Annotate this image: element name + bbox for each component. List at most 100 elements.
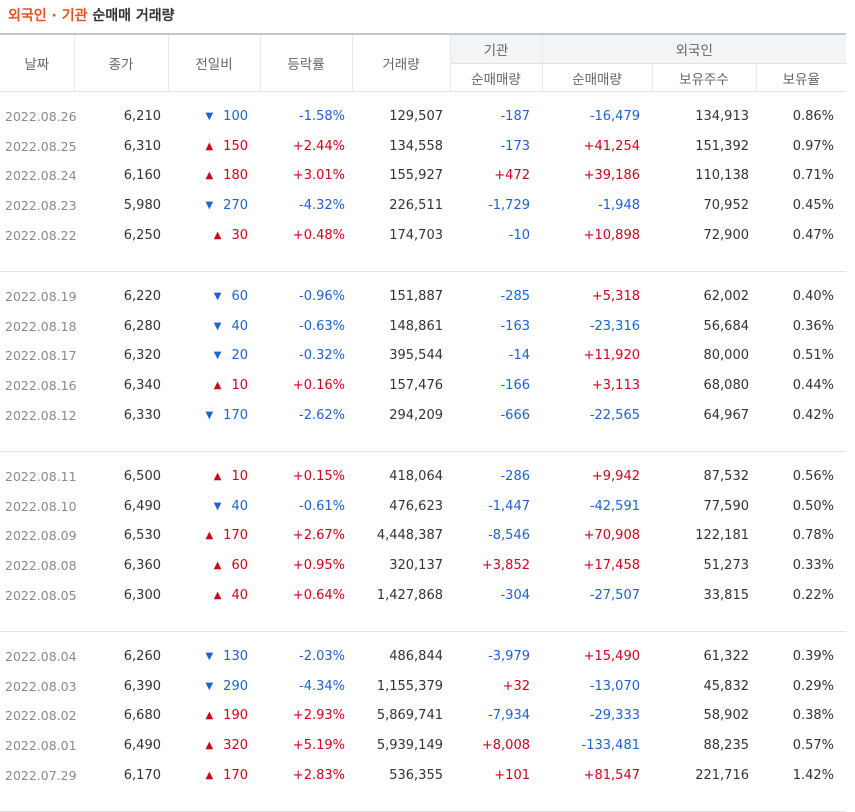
table-row: 2022.08.10 6,490 ▼ 40 -0.61% 476,623 -1,447 -42… [0, 492, 846, 522]
arrow-up-icon: ▲ [213, 380, 222, 392]
table-row: 2022.08.08 6,360 ▲ 60 +0.95% 320,137 +3,852 +17… [0, 551, 846, 581]
row-date: 2022.08.02 [5, 708, 77, 724]
row-rate: +5.19% [292, 737, 345, 753]
table-row: 2022.08.19 6,220 ▼ 60 -0.96% 151,887 -285 +5,31… [0, 282, 846, 312]
row-close: 6,340 [123, 378, 161, 394]
row-change: ▲ 40 [168, 580, 260, 610]
row-foreign-holding: 58,902 [703, 708, 750, 724]
row-volume: 395,544 [389, 348, 443, 364]
row-date: 2022.08.03 [5, 678, 77, 694]
row-institution-net: -10 [508, 227, 530, 243]
row-rate: -0.96% [299, 289, 345, 305]
arrow-down-icon: ▼ [205, 409, 214, 421]
row-rate: -2.03% [299, 649, 345, 665]
title-separator: · [46, 8, 62, 24]
row-change-value: 170 [223, 767, 248, 783]
row-foreign-holding: 80,000 [703, 348, 750, 364]
row-date: 2022.08.19 [5, 289, 77, 305]
row-foreign-ratio: 0.47% [792, 227, 835, 243]
row-rate: +0.95% [292, 558, 345, 574]
row-change: ▲ 170 [168, 521, 260, 551]
row-volume: 129,507 [389, 109, 443, 125]
row-foreign-net: -1,948 [598, 198, 640, 214]
row-close: 6,170 [123, 767, 161, 783]
arrow-up-icon: ▲ [205, 739, 214, 751]
row-date: 2022.08.16 [5, 378, 77, 394]
row-foreign-ratio: 0.33% [792, 558, 835, 574]
row-close: 6,160 [123, 168, 161, 184]
table-row: 2022.08.22 6,250 ▲ 30 +0.48% 174,703 -10 +10,89… [0, 220, 846, 250]
header-volume: 거래량 [352, 33, 451, 92]
row-foreign-net: +39,186 [583, 168, 640, 184]
row-volume: 148,861 [389, 318, 443, 334]
row-change: ▼ 100 [168, 102, 260, 132]
row-change-value: 270 [223, 198, 248, 214]
row-volume: 155,927 [389, 168, 443, 184]
row-change: ▲ 190 [168, 701, 260, 731]
row-volume: 418,064 [389, 469, 443, 485]
row-change: ▼ 40 [168, 312, 260, 342]
row-volume: 157,476 [389, 378, 443, 394]
row-foreign-ratio: 0.71% [792, 168, 835, 184]
row-change: ▲ 10 [168, 371, 260, 401]
row-foreign-holding: 45,832 [703, 678, 750, 694]
row-foreign-net: +3,113 [591, 378, 640, 394]
row-change-value: 40 [231, 318, 248, 334]
table-row: 2022.08.23 5,980 ▼ 270 -4.32% 226,511 -1,729 -1… [0, 191, 846, 221]
row-foreign-net: +10,898 [583, 227, 640, 243]
row-foreign-holding: 134,913 [695, 109, 749, 125]
row-change: ▼ 270 [168, 191, 260, 221]
row-foreign-ratio: 0.29% [792, 678, 835, 694]
row-foreign-holding: 110,138 [695, 168, 749, 184]
row-change-value: 40 [231, 498, 248, 514]
row-close: 6,490 [123, 737, 161, 753]
row-foreign-net: -29,333 [589, 708, 640, 724]
row-date: 2022.08.26 [5, 109, 77, 125]
table-row: 2022.07.29 6,170 ▲ 170 +2.83% 536,355 +101 +81,… [0, 760, 846, 790]
header-close: 종가 [74, 33, 169, 92]
row-foreign-holding: 151,392 [695, 138, 749, 154]
table-row: 2022.08.12 6,330 ▼ 170 -2.62% 294,209 -666 -22,… [0, 400, 846, 430]
row-institution-net: -173 [500, 138, 530, 154]
arrow-down-icon: ▼ [205, 651, 214, 663]
arrow-up-icon: ▲ [205, 769, 214, 781]
row-date: 2022.08.25 [5, 138, 77, 154]
header-institution-group: 기관 [450, 33, 543, 64]
row-foreign-holding: 88,235 [703, 737, 750, 753]
row-date: 2022.08.09 [5, 528, 77, 544]
row-volume: 151,887 [389, 289, 443, 305]
row-foreign-ratio: 0.51% [792, 348, 835, 364]
row-change-value: 180 [223, 168, 248, 184]
row-rate: +2.67% [292, 528, 345, 544]
row-institution-net: -666 [500, 407, 530, 423]
row-foreign-net: -23,316 [589, 318, 640, 334]
row-foreign-holding: 61,322 [703, 649, 750, 665]
row-institution-net: -1,447 [488, 498, 530, 514]
row-foreign-ratio: 0.78% [792, 528, 835, 544]
row-change: ▲ 10 [168, 462, 260, 492]
row-foreign-holding: 64,967 [703, 407, 750, 423]
row-date: 2022.08.18 [5, 318, 77, 334]
row-rate: -4.32% [299, 198, 345, 214]
row-close: 6,300 [123, 587, 161, 603]
row-volume: 536,355 [389, 767, 443, 783]
row-rate: -1.58% [299, 109, 345, 125]
row-close: 6,310 [123, 138, 161, 154]
row-rate: +3.01% [292, 168, 345, 184]
row-foreign-ratio: 0.56% [792, 469, 835, 485]
row-date: 2022.08.17 [5, 348, 77, 364]
row-institution-net: +32 [502, 678, 530, 694]
row-close: 6,360 [123, 558, 161, 574]
row-foreign-holding: 122,181 [695, 528, 749, 544]
row-institution-net: -8,546 [488, 528, 530, 544]
row-foreign-ratio: 0.57% [792, 737, 835, 753]
header-foreign-group: 외국인 [542, 33, 847, 64]
row-foreign-ratio: 0.44% [792, 378, 835, 394]
row-institution-net: -7,934 [488, 708, 530, 724]
table-row: 2022.08.26 6,210 ▼ 100 -1.58% 129,507 -187 -16,… [0, 102, 846, 132]
row-foreign-net: -27,507 [589, 587, 640, 603]
row-change: ▲ 150 [168, 132, 260, 162]
row-close: 6,390 [123, 678, 161, 694]
row-foreign-net: -16,479 [589, 109, 640, 125]
row-rate: -0.61% [299, 498, 345, 514]
